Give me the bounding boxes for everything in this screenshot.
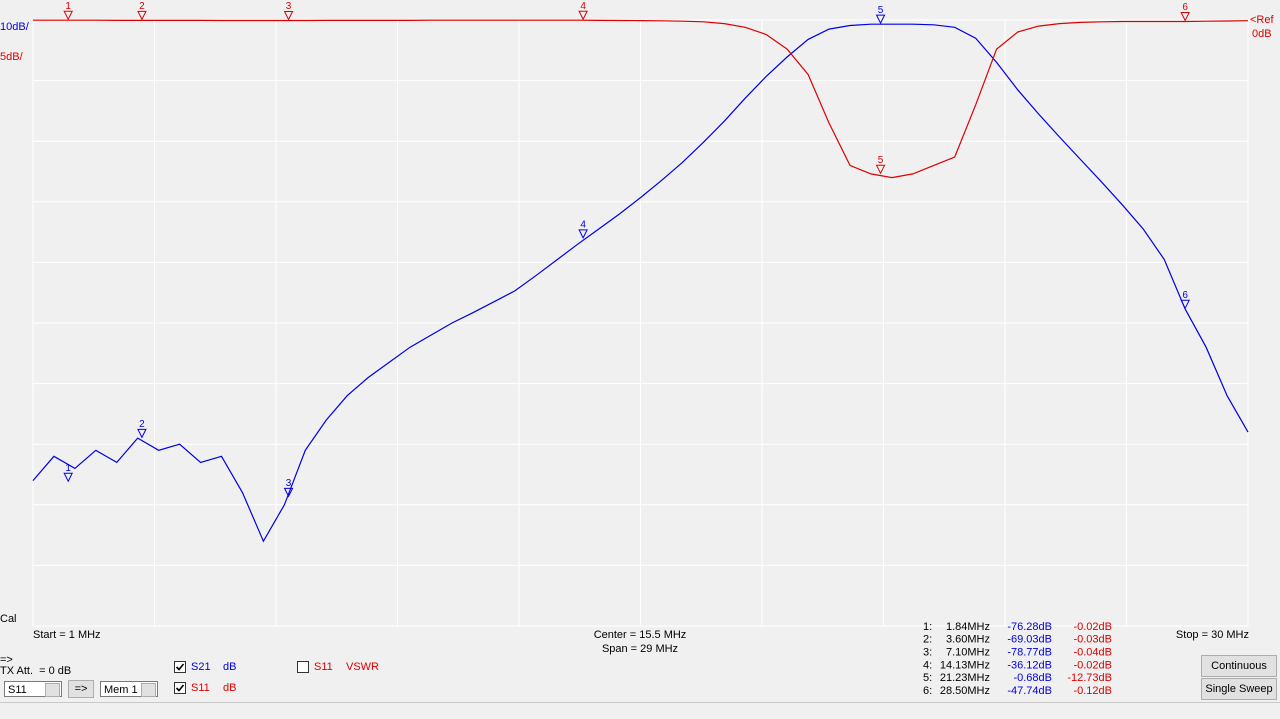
s21-unit: dB — [223, 661, 237, 673]
status-bar — [0, 702, 1280, 719]
marker-s11 — [578, 10, 588, 21]
check-mark — [175, 663, 185, 671]
marker-freq: 3.60MHz — [946, 634, 990, 646]
ref-label: <Ref — [1250, 14, 1274, 26]
trace-0 — [32, 23, 1249, 543]
stop-label: Stop = 30 MHz — [1176, 629, 1249, 641]
s11-scale: 5dB/ — [0, 51, 24, 63]
marker-label: 3 — [286, 1, 292, 12]
cal-label: Cal — [0, 613, 17, 625]
marker-s21 — [1180, 299, 1190, 310]
marker-s21: -0.68dB — [1013, 672, 1052, 684]
marker-s21: -69.03dB — [1007, 634, 1052, 646]
dropdown-arrow — [45, 683, 60, 697]
trace-1 — [33, 19, 1249, 179]
vswr-checkbox[interactable] — [297, 661, 309, 673]
marker-s21 — [63, 472, 74, 483]
ref-value: 0dB — [1252, 28, 1272, 40]
marker-row-label: 2: — [923, 634, 932, 646]
arrow-label: => — [0, 654, 13, 666]
marker-label: 4 — [580, 1, 586, 12]
marker-s11: -0.02dB — [1073, 659, 1112, 671]
single-sweep-button[interactable]: Single Sweep — [1201, 678, 1277, 700]
marker-label: 6 — [1182, 290, 1188, 301]
marker-label: 6 — [1182, 2, 1188, 13]
marker-label: 5 — [878, 5, 884, 16]
s21-name: S21 — [191, 661, 211, 673]
center-label: Center = 15.5 MHz — [594, 629, 687, 641]
marker-freq: 21.23MHz — [940, 672, 990, 684]
marker-s21 — [137, 428, 147, 439]
marker-freq: 14.13MHz — [940, 659, 990, 671]
marker-freq: 28.50MHz — [940, 685, 990, 697]
marker-s11: -0.12dB — [1073, 685, 1112, 697]
marker-row-label: 1: — [923, 621, 932, 633]
s11-unit: dB — [223, 682, 237, 694]
continuous-button[interactable]: Continuous — [1201, 655, 1277, 677]
marker-s21 — [283, 487, 294, 498]
check-path — [175, 663, 185, 671]
marker-row-label: 6: — [923, 685, 932, 697]
marker-s21: -36.12dB — [1007, 659, 1052, 671]
marker-s11: -12.73dB — [1067, 672, 1112, 684]
marker-label: 2 — [139, 1, 145, 12]
marker-label: 3 — [286, 478, 292, 489]
marker-s11 — [137, 10, 147, 21]
marker-s11 — [63, 10, 74, 21]
memory-select[interactable]: Mem 1 — [100, 681, 158, 697]
marker-s11: -0.03dB — [1073, 634, 1112, 646]
s11-name: S11 — [191, 682, 210, 694]
s21-scale: 10dB/ — [0, 21, 30, 33]
marker-s21: -76.28dB — [1007, 621, 1052, 633]
marker-s11: -0.02dB — [1073, 621, 1112, 633]
s21-checkbox[interactable] — [174, 661, 186, 673]
marker-row-label: 4: — [923, 659, 932, 671]
dropdown-arrow — [141, 683, 156, 697]
marker-s21 — [875, 14, 886, 25]
s11-checkbox[interactable] — [174, 682, 186, 694]
trace-select-text: S11 — [8, 684, 27, 696]
marker-s11: -0.04dB — [1073, 647, 1112, 659]
marker-label: 1 — [65, 1, 71, 12]
marker-s11 — [1180, 11, 1190, 22]
marker-s11 — [283, 10, 294, 21]
marker-freq: 1.84MHz — [946, 621, 990, 633]
marker-label: 4 — [580, 220, 586, 231]
marker-label: 2 — [139, 419, 145, 430]
marker-label: 1 — [65, 463, 71, 474]
marker-row-label: 5: — [923, 672, 932, 684]
check-mark — [175, 684, 185, 692]
marker-s11 — [875, 164, 886, 175]
marker-label: 5 — [878, 155, 884, 166]
vswr-trace: S11 — [314, 661, 333, 673]
memory-select-text: Mem 1 — [104, 684, 138, 696]
chart: 10dB/ 5dB/ <Ref 0dB Cal Start = 1 MHz Ce… — [0, 1, 1274, 697]
marker-s21: -78.77dB — [1007, 647, 1052, 659]
grid — [32, 19, 1249, 627]
span-label: Span = 29 MHz — [602, 643, 678, 655]
check-path — [175, 684, 185, 692]
marker-freq: 7.10MHz — [946, 647, 990, 659]
tx-att: TX Att. = 0 dB — [0, 665, 72, 677]
marker-row-label: 3: — [923, 647, 932, 659]
start-label: Start = 1 MHz — [33, 629, 101, 641]
marker-s21 — [578, 229, 588, 240]
trace-select[interactable]: S11 — [4, 681, 62, 697]
vswr-label: VSWR — [346, 661, 379, 673]
marker-s21: -47.74dB — [1007, 685, 1052, 697]
apply-button[interactable]: => — [68, 680, 94, 698]
